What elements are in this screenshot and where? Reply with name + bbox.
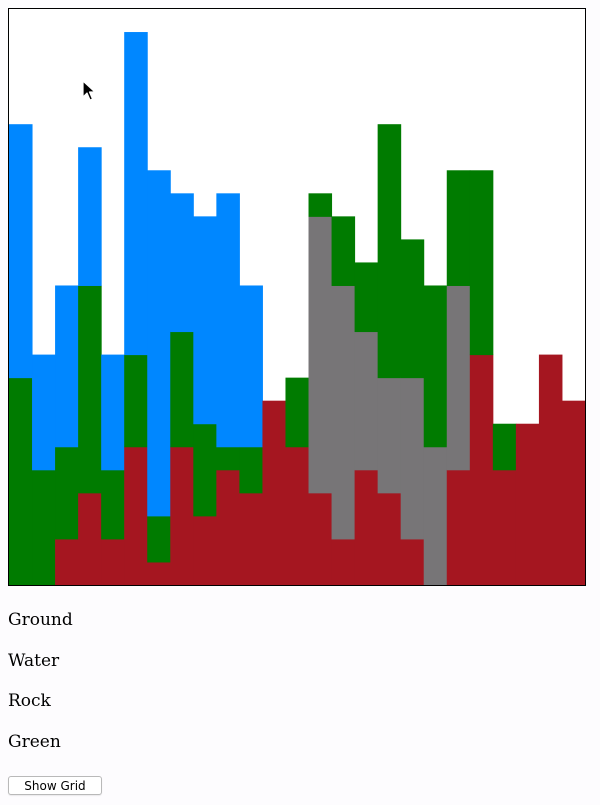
water-block — [147, 170, 171, 517]
green-block — [446, 170, 471, 286]
ground-block — [308, 492, 333, 585]
green-block — [285, 377, 310, 448]
green-block — [32, 469, 56, 585]
water-block — [101, 354, 125, 471]
terrain-svg — [9, 32, 585, 585]
green-block — [331, 216, 356, 286]
ground-block — [262, 400, 286, 585]
rock-block — [331, 285, 356, 540]
rock-label[interactable]: Rock — [8, 691, 51, 711]
green-block — [78, 285, 102, 494]
water-block — [216, 193, 240, 448]
rock-block — [446, 285, 471, 471]
water-block — [170, 193, 194, 333]
green-block — [55, 446, 79, 540]
water-block — [78, 147, 102, 286]
water-block — [193, 216, 217, 425]
terrain-canvas[interactable] — [8, 8, 586, 586]
green-block — [400, 239, 425, 379]
green-block — [193, 423, 217, 517]
green-block — [469, 170, 494, 356]
show-grid-button[interactable]: Show Grid — [8, 776, 102, 795]
green-block — [9, 377, 33, 585]
ground-block — [492, 469, 517, 585]
ground-block — [331, 538, 356, 585]
rock-block — [423, 446, 448, 585]
green-block — [354, 262, 379, 333]
ground-block — [354, 469, 379, 585]
ground-block — [285, 446, 310, 585]
green-block — [423, 285, 448, 448]
ground-block — [561, 400, 585, 585]
ground-block — [469, 354, 494, 585]
rock-block — [308, 216, 333, 494]
green-block — [124, 354, 148, 448]
arrow-cursor-icon — [82, 80, 96, 101]
ground-block — [239, 492, 263, 585]
ground-block — [216, 469, 240, 585]
green-label[interactable]: Green — [8, 732, 61, 752]
rock-block — [400, 377, 425, 540]
water-block — [55, 285, 79, 448]
water-label[interactable]: Water — [8, 651, 60, 671]
ground-block — [170, 446, 194, 585]
green-block — [308, 193, 333, 217]
green-block — [170, 331, 194, 448]
ground-block — [101, 538, 125, 585]
green-block — [377, 124, 402, 379]
green-block — [216, 446, 240, 471]
ground-block — [78, 492, 102, 585]
green-block — [239, 446, 263, 494]
ground-block — [400, 538, 425, 585]
ground-block — [147, 561, 171, 585]
ground-label[interactable]: Ground — [8, 610, 73, 630]
green-block — [101, 469, 125, 540]
ground-block — [515, 423, 540, 585]
ground-block — [446, 469, 471, 585]
water-block — [32, 354, 56, 471]
ground-block — [124, 446, 148, 585]
ground-block — [55, 538, 79, 585]
ground-block — [538, 354, 563, 585]
green-block — [147, 515, 171, 563]
ground-block — [193, 515, 217, 585]
water-block — [9, 124, 33, 379]
water-block — [239, 285, 263, 448]
rock-block — [377, 377, 402, 494]
rock-block — [354, 331, 379, 471]
water-block — [124, 32, 148, 356]
ground-block — [377, 492, 402, 585]
green-block — [492, 423, 517, 471]
